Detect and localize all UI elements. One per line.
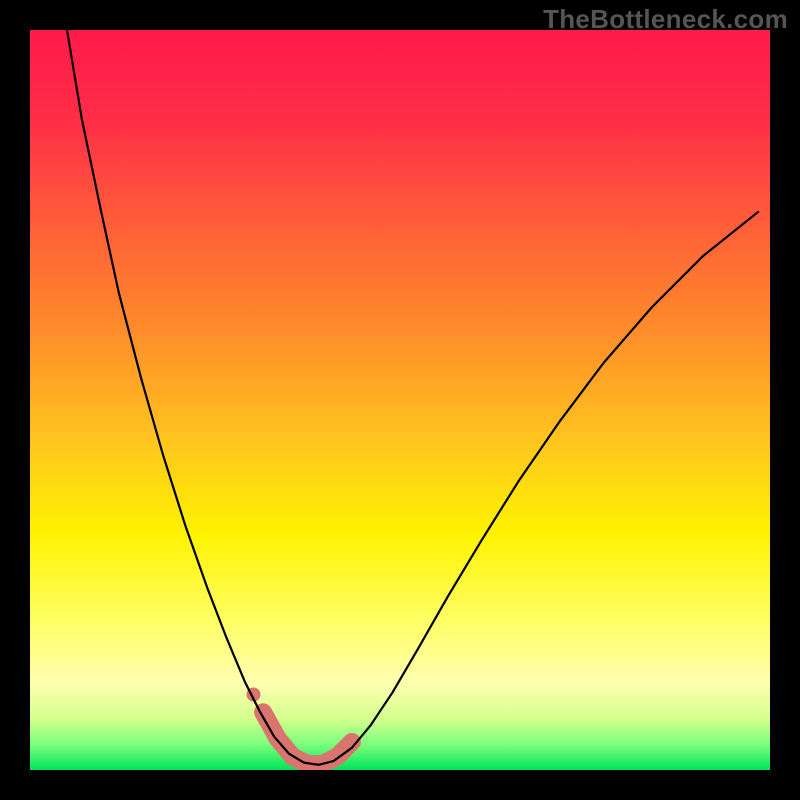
curve-layer xyxy=(30,30,770,770)
watermark-text: TheBottleneck.com xyxy=(543,4,788,35)
bottleneck-curve xyxy=(67,30,759,765)
plot-area xyxy=(30,30,770,770)
chart-frame: TheBottleneck.com xyxy=(0,0,800,800)
